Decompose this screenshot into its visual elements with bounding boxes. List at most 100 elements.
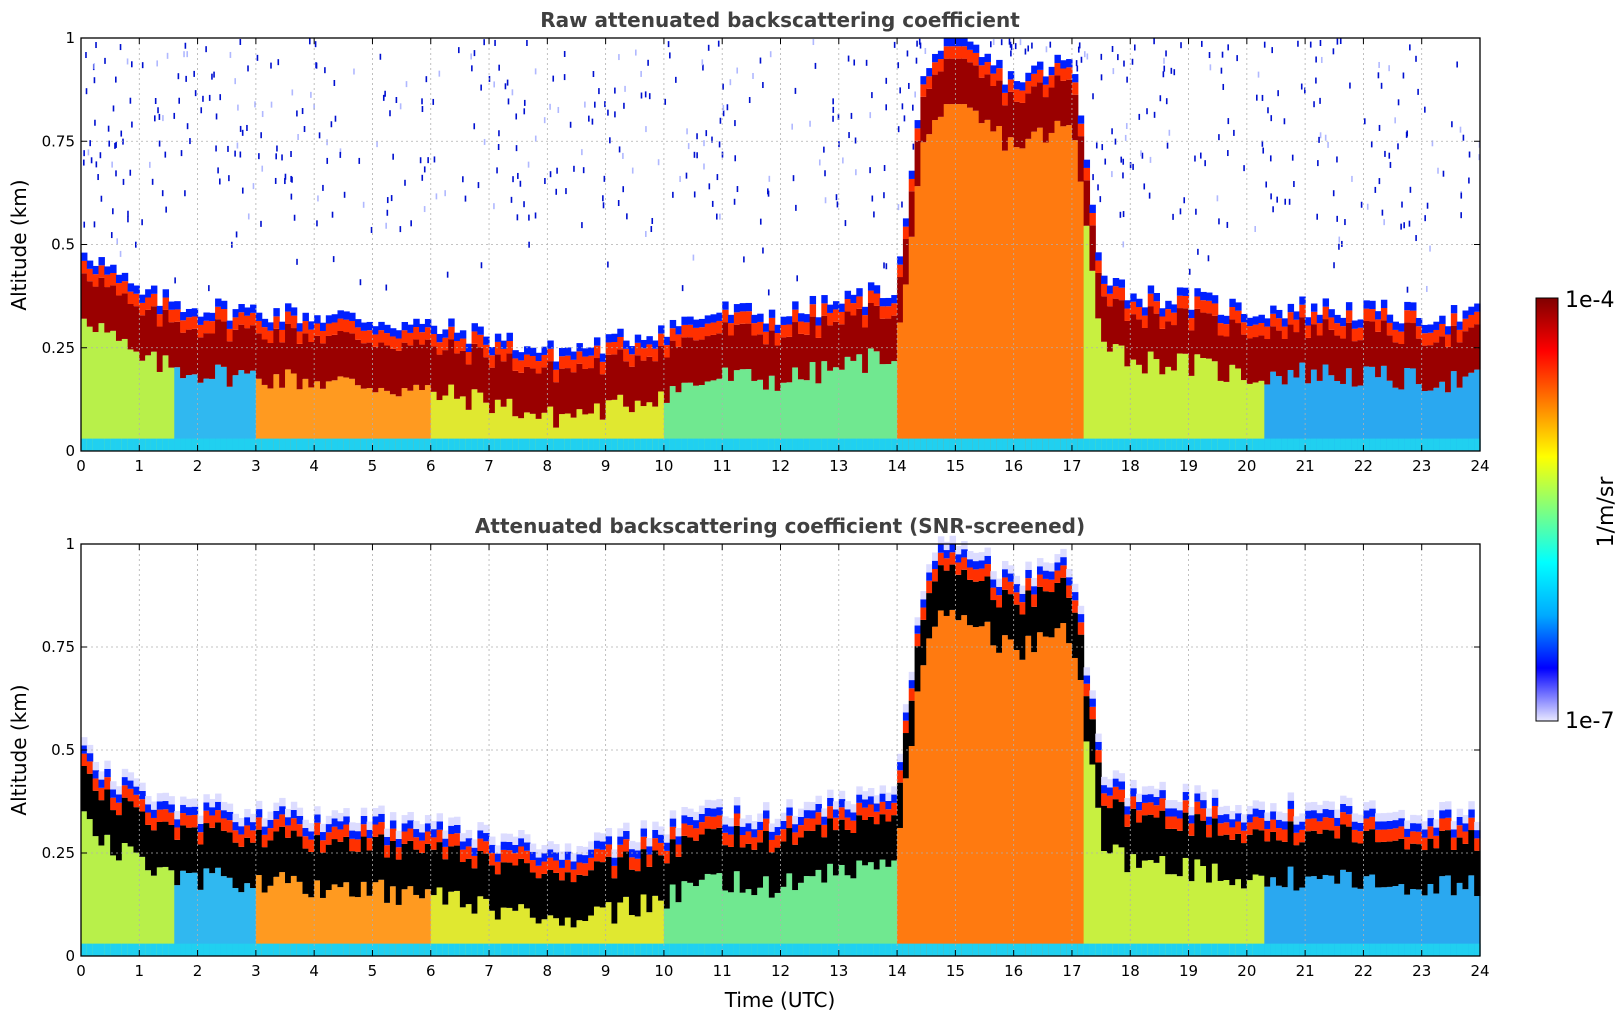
- heatmap-cell: [687, 316, 694, 325]
- heatmap-cell: [1025, 943, 1032, 956]
- heatmap-cell: [693, 340, 700, 386]
- heatmap-cell: [792, 832, 799, 845]
- heatmap-cell: [961, 58, 968, 105]
- heatmap-cell: [1141, 860, 1149, 956]
- heatmap-cell: [652, 838, 659, 851]
- heatmap-cell: [1060, 565, 1067, 578]
- heatmap-cell: [687, 837, 694, 883]
- heatmap-cell: [1002, 635, 1009, 956]
- heatmap-cell: [1474, 896, 1481, 956]
- heatmap-cell: [812, 39, 815, 46]
- heatmap-cell: [739, 943, 747, 956]
- heatmap-cell: [919, 42, 922, 49]
- heatmap-cell: [996, 438, 1003, 451]
- heatmap-cell: [290, 175, 292, 182]
- heatmap-cell: [1136, 364, 1143, 451]
- heatmap-cell: [1042, 570, 1050, 579]
- heatmap-cell: [220, 943, 228, 956]
- heatmap-cell: [838, 438, 846, 451]
- heatmap-cell: [1315, 56, 1317, 63]
- heatmap-cell: [1141, 802, 1149, 816]
- heatmap-cell: [809, 295, 817, 305]
- heatmap-cell: [121, 943, 129, 956]
- heatmap-cell: [614, 87, 616, 94]
- heatmap-cell: [261, 847, 269, 893]
- heatmap-cell: [549, 171, 552, 178]
- heatmap-cell: [250, 370, 257, 451]
- heatmap-cell: [318, 132, 321, 139]
- heatmap-cell: [1316, 323, 1324, 336]
- heatmap-cell: [842, 157, 844, 164]
- heatmap-cell: [1345, 368, 1353, 451]
- panel-screened: Attenuated backscattering coefficient (S…: [7, 514, 1490, 1012]
- heatmap-cell: [184, 42, 187, 49]
- heatmap-cell: [1235, 438, 1242, 451]
- heatmap-cell: [704, 808, 712, 817]
- heatmap-cell: [1013, 438, 1021, 451]
- heatmap-cell: [582, 855, 589, 864]
- heatmap-cell: [366, 438, 374, 451]
- heatmap-cell: [640, 836, 648, 850]
- heatmap-cell: [711, 136, 713, 143]
- heatmap-cell: [145, 804, 152, 813]
- heatmap-cell: [594, 101, 596, 108]
- heatmap-cell: [739, 323, 747, 370]
- x-tick-label: 24: [1470, 457, 1489, 475]
- heatmap-cell: [1439, 876, 1446, 956]
- heatmap-cell: [1101, 283, 1108, 297]
- heatmap-cell: [290, 810, 298, 819]
- heatmap-cell: [1077, 622, 1085, 635]
- heatmap-cell: [844, 875, 852, 956]
- heatmap-cell: [984, 621, 991, 956]
- heatmap-cell: [442, 395, 449, 451]
- heatmap-cell: [308, 831, 315, 840]
- heatmap-cell: [314, 835, 321, 881]
- heatmap-cell: [943, 570, 951, 616]
- heatmap-cell: [611, 399, 618, 451]
- heatmap-cell: [873, 943, 881, 956]
- heatmap-cell: [1131, 58, 1134, 65]
- heatmap-cell: [1427, 345, 1434, 391]
- heatmap-cell: [844, 220, 847, 227]
- heatmap-cell: [215, 867, 222, 956]
- heatmap-cell: [681, 823, 688, 836]
- heatmap-cell: [1310, 943, 1318, 956]
- heatmap-cell: [1380, 841, 1388, 888]
- heatmap-cell: [174, 827, 181, 840]
- heatmap-cell: [86, 268, 94, 282]
- heatmap-cell: [611, 849, 618, 858]
- heatmap-cell: [769, 51, 772, 58]
- heatmap-cell: [1077, 136, 1085, 182]
- heatmap-cell: [524, 908, 531, 956]
- heatmap-cell: [1468, 306, 1475, 315]
- heatmap-cell: [1071, 592, 1079, 601]
- heatmap-cell: [1171, 312, 1178, 326]
- heatmap-cell: [768, 839, 776, 853]
- heatmap-cell: [990, 571, 997, 580]
- heatmap-cell: [867, 862, 875, 956]
- heatmap-cell: [1287, 312, 1295, 325]
- heatmap-cell: [902, 733, 910, 779]
- heatmap-cell: [1171, 325, 1178, 371]
- heatmap-cell: [1241, 313, 1248, 323]
- heatmap-cell: [1019, 659, 1026, 956]
- heatmap-cell: [489, 367, 496, 414]
- heatmap-cell: [687, 882, 694, 956]
- heatmap-cell: [1194, 296, 1201, 309]
- heatmap-cell: [1077, 679, 1085, 956]
- heatmap-cell: [657, 159, 660, 166]
- heatmap-cell: [1344, 219, 1346, 226]
- heatmap-cell: [1025, 578, 1032, 591]
- heatmap-cell: [500, 907, 508, 956]
- heatmap-cell: [267, 811, 274, 820]
- heatmap-cell: [1176, 308, 1184, 354]
- heatmap-cell: [885, 364, 892, 451]
- heatmap-cell: [768, 317, 776, 331]
- heatmap-cell: [996, 578, 1003, 587]
- heatmap-cell: [343, 824, 350, 837]
- heatmap-cell: [937, 565, 945, 611]
- heatmap-cell: [984, 564, 991, 577]
- heatmap-cell: [809, 316, 817, 363]
- heatmap-cell: [996, 607, 1003, 653]
- heatmap-cell: [593, 840, 601, 849]
